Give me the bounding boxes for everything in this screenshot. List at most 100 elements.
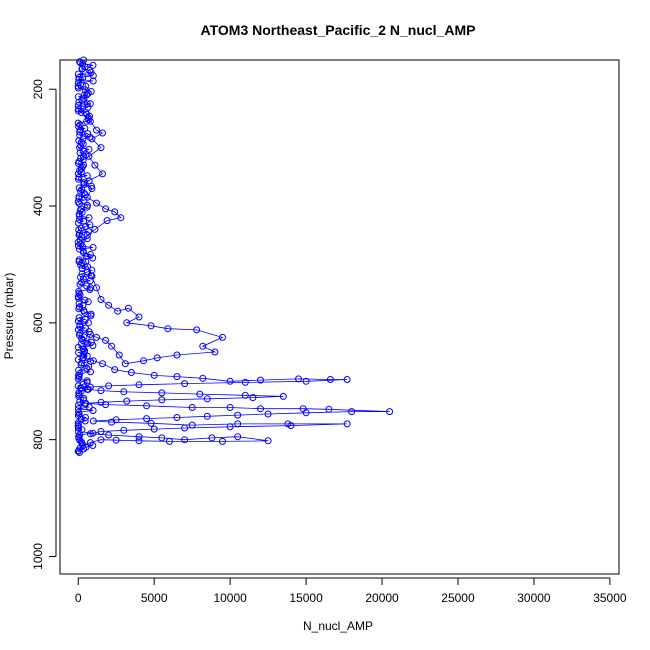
data-point (89, 77, 97, 85)
data-point (158, 396, 166, 404)
data-point (77, 261, 85, 269)
data-point (82, 82, 90, 90)
data-point (127, 369, 135, 376)
data-point (78, 265, 86, 272)
data-point (74, 70, 82, 78)
data-point (115, 351, 123, 359)
data-point (117, 214, 125, 222)
data-point (76, 280, 84, 288)
data-point (88, 272, 96, 280)
data-point (343, 376, 351, 383)
data-point (78, 270, 86, 278)
data-point (234, 433, 242, 441)
data-point (91, 225, 99, 233)
data-point (87, 68, 95, 76)
data-point (120, 426, 128, 434)
y-tick-label: 600 (31, 313, 45, 333)
data-point (75, 294, 82, 302)
data-point (85, 403, 93, 411)
data-point (79, 243, 87, 251)
data-point (89, 417, 97, 425)
data-point (74, 84, 82, 92)
data-point (279, 392, 287, 400)
data-point (76, 166, 84, 174)
data-point (302, 409, 310, 417)
data-point (83, 339, 91, 347)
data-point (93, 199, 100, 207)
data-point (75, 226, 83, 234)
data-point (264, 437, 272, 445)
data-point (74, 447, 82, 455)
data-point (89, 61, 97, 69)
data-point (226, 404, 234, 411)
data-point (173, 373, 181, 381)
y-axis-label: Pressure (mbar) (2, 273, 16, 360)
data-point (234, 411, 242, 419)
data-point (105, 301, 113, 309)
plot-frame (59, 59, 620, 575)
data-point (105, 382, 113, 390)
data-point (83, 364, 91, 372)
data-series (74, 56, 394, 456)
data-point (81, 417, 89, 425)
data-point (76, 436, 84, 444)
data-point (143, 415, 151, 423)
x-tick-label: 0 (75, 591, 82, 605)
data-point (75, 305, 83, 313)
data-point (105, 431, 113, 439)
data-point (75, 300, 83, 308)
data-point (264, 410, 272, 418)
data-point (135, 437, 143, 445)
y-axis: 200 400 600 800 1000 (31, 79, 57, 570)
data-point (84, 130, 92, 138)
x-tick-label: 30000 (517, 591, 551, 605)
data-point (386, 408, 394, 416)
data-point (99, 129, 106, 137)
data-point (165, 437, 173, 445)
data-point (82, 258, 90, 265)
data-point (241, 378, 249, 386)
data-point (135, 433, 143, 441)
data-point (123, 319, 131, 327)
data-point (77, 109, 85, 117)
data-point (97, 428, 105, 435)
data-point (83, 385, 91, 393)
data-point (83, 193, 91, 201)
data-point (89, 244, 97, 251)
data-point (89, 254, 97, 262)
data-point (74, 317, 82, 325)
data-point (147, 322, 155, 330)
data-point (241, 391, 249, 399)
data-point (208, 434, 216, 442)
data-point (173, 414, 181, 421)
data-point (78, 279, 85, 286)
data-point (135, 313, 143, 321)
series-line (77, 62, 390, 452)
data-point (123, 397, 131, 405)
data-point (93, 284, 100, 292)
data-point (76, 291, 84, 299)
data-point (86, 67, 94, 74)
data-point (91, 161, 99, 169)
data-point (80, 147, 88, 155)
data-point (257, 405, 264, 413)
data-point (74, 424, 82, 432)
data-point (85, 116, 93, 124)
data-point (87, 368, 94, 376)
data-point (76, 121, 84, 129)
data-point (97, 144, 105, 152)
data-point (74, 219, 82, 227)
data-point (181, 436, 189, 444)
data-point (74, 428, 82, 435)
data-point (196, 390, 204, 398)
data-point (80, 161, 87, 169)
data-point (74, 119, 82, 127)
data-point (83, 231, 91, 239)
data-point (81, 308, 88, 316)
data-point (226, 423, 234, 431)
data-point (74, 198, 82, 206)
data-point (76, 212, 83, 220)
data-point (82, 252, 90, 260)
data-point (219, 437, 226, 445)
data-point (173, 351, 181, 359)
